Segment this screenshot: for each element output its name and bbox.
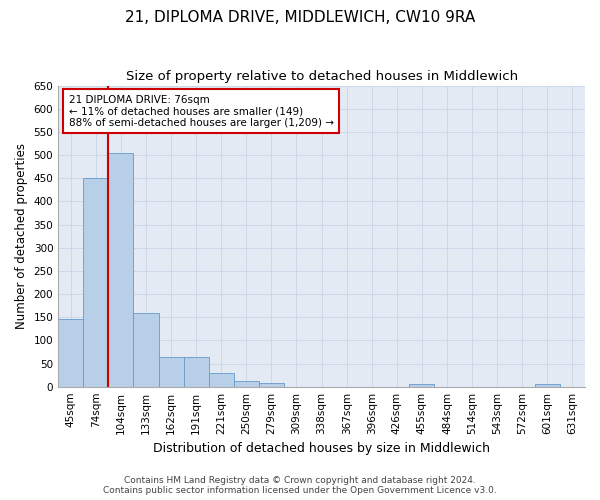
Bar xyxy=(133,314,158,386)
Bar xyxy=(83,178,109,386)
Bar xyxy=(535,384,560,386)
Text: Contains HM Land Registry data © Crown copyright and database right 2024.
Contai: Contains HM Land Registry data © Crown c… xyxy=(103,476,497,495)
Bar xyxy=(409,384,434,386)
X-axis label: Distribution of detached houses by size in Middlewich: Distribution of detached houses by size … xyxy=(153,442,490,455)
Bar xyxy=(184,356,209,386)
Title: Size of property relative to detached houses in Middlewich: Size of property relative to detached ho… xyxy=(125,70,518,83)
Bar xyxy=(158,356,184,386)
Bar xyxy=(234,380,259,386)
Y-axis label: Number of detached properties: Number of detached properties xyxy=(15,143,28,329)
Bar xyxy=(209,373,234,386)
Text: 21, DIPLOMA DRIVE, MIDDLEWICH, CW10 9RA: 21, DIPLOMA DRIVE, MIDDLEWICH, CW10 9RA xyxy=(125,10,475,25)
Bar xyxy=(109,152,133,386)
Text: 21 DIPLOMA DRIVE: 76sqm
← 11% of detached houses are smaller (149)
88% of semi-d: 21 DIPLOMA DRIVE: 76sqm ← 11% of detache… xyxy=(69,94,334,128)
Bar xyxy=(259,383,284,386)
Bar xyxy=(58,318,83,386)
